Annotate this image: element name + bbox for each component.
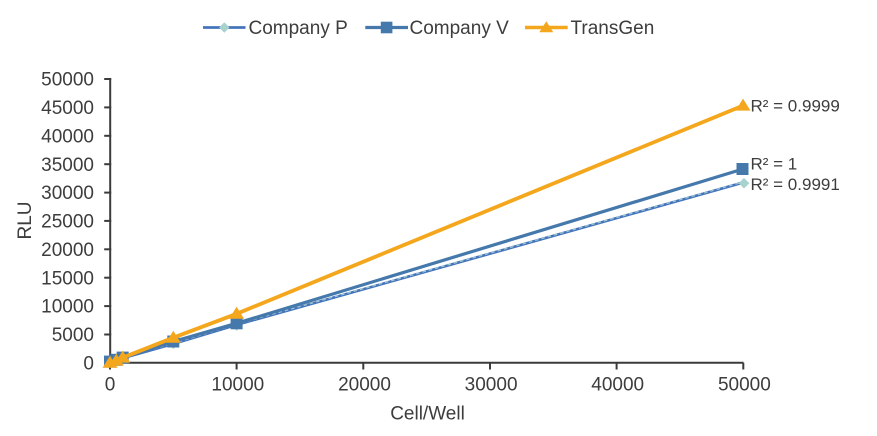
svg-text:5000: 5000 xyxy=(52,325,94,346)
svg-text:25000: 25000 xyxy=(41,212,94,233)
svg-text:20000: 20000 xyxy=(338,375,391,396)
svg-text:TransGen: TransGen xyxy=(571,18,655,39)
svg-text:40000: 40000 xyxy=(41,126,94,147)
svg-text:40000: 40000 xyxy=(591,375,644,396)
svg-text:R² = 0.9999: R² = 0.9999 xyxy=(751,97,840,116)
svg-text:0: 0 xyxy=(105,375,116,396)
svg-text:35000: 35000 xyxy=(41,155,94,176)
svg-text:R² = 0.9991: R² = 0.9991 xyxy=(751,175,840,194)
svg-text:15000: 15000 xyxy=(41,268,94,289)
svg-text:50000: 50000 xyxy=(41,70,94,91)
svg-text:R² = 1: R² = 1 xyxy=(751,155,798,174)
svg-text:Cell/Well: Cell/Well xyxy=(390,404,465,425)
svg-text:50000: 50000 xyxy=(718,375,771,396)
svg-text:30000: 30000 xyxy=(465,375,518,396)
svg-text:10000: 10000 xyxy=(211,375,264,396)
svg-text:10000: 10000 xyxy=(41,297,94,318)
svg-text:Company P: Company P xyxy=(249,18,348,39)
svg-text:20000: 20000 xyxy=(41,240,94,261)
svg-text:45000: 45000 xyxy=(41,98,94,119)
svg-text:30000: 30000 xyxy=(41,183,94,204)
svg-text:RLU: RLU xyxy=(15,201,36,239)
svg-text:0: 0 xyxy=(83,354,94,375)
svg-text:Company V: Company V xyxy=(410,18,510,39)
